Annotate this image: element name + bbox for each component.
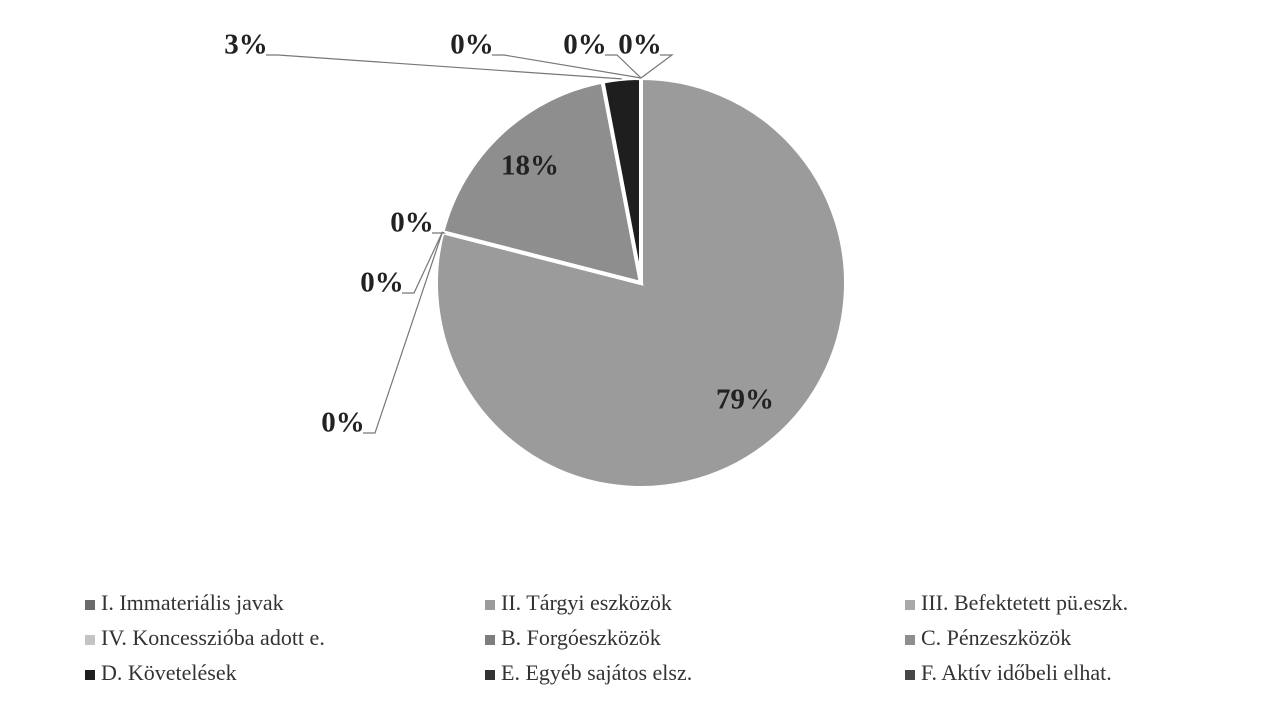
legend-label: F. Aktív időbeli elhat. [921, 660, 1112, 685]
data-label: 79% [716, 384, 774, 416]
legend-swatch [485, 670, 495, 680]
leader-line [363, 231, 444, 434]
legend-label: E. Egyéb sajátos elsz. [501, 660, 692, 685]
leader-line [605, 54, 642, 79]
legend-swatch [485, 635, 495, 645]
data-label: 0% [321, 407, 365, 439]
leader-line [492, 54, 642, 79]
leader-line [640, 54, 674, 79]
data-label: 0% [563, 29, 607, 61]
leader-line [266, 54, 622, 80]
pie-slice [440, 79, 644, 286]
legend-label: C. Pénzeszközök [921, 625, 1071, 650]
leader-line [402, 231, 443, 294]
legend-label: B. Forgóeszközök [501, 625, 661, 650]
data-label: 0% [390, 207, 434, 239]
data-label: 0% [360, 267, 404, 299]
legend-swatch [905, 670, 915, 680]
leader-line [432, 231, 447, 234]
data-label: 18% [501, 150, 559, 182]
legend-label: D. Követelések [101, 660, 237, 685]
data-label: 0% [450, 29, 494, 61]
legend-swatch [905, 600, 915, 610]
legend-label: I. Immateriális javak [101, 590, 284, 615]
legend-swatch [85, 670, 95, 680]
legend-label: IV. Koncesszióba adott e. [101, 625, 325, 650]
data-label: 0% [618, 29, 662, 61]
legend-swatch [905, 635, 915, 645]
legend-label: III. Befektetett pü.eszk. [921, 590, 1128, 615]
legend-swatch [85, 635, 95, 645]
legend-label: II. Tárgyi eszközök [501, 590, 672, 615]
data-label: 3% [224, 29, 268, 61]
legend-swatch [485, 600, 495, 610]
legend-swatch [85, 600, 95, 610]
